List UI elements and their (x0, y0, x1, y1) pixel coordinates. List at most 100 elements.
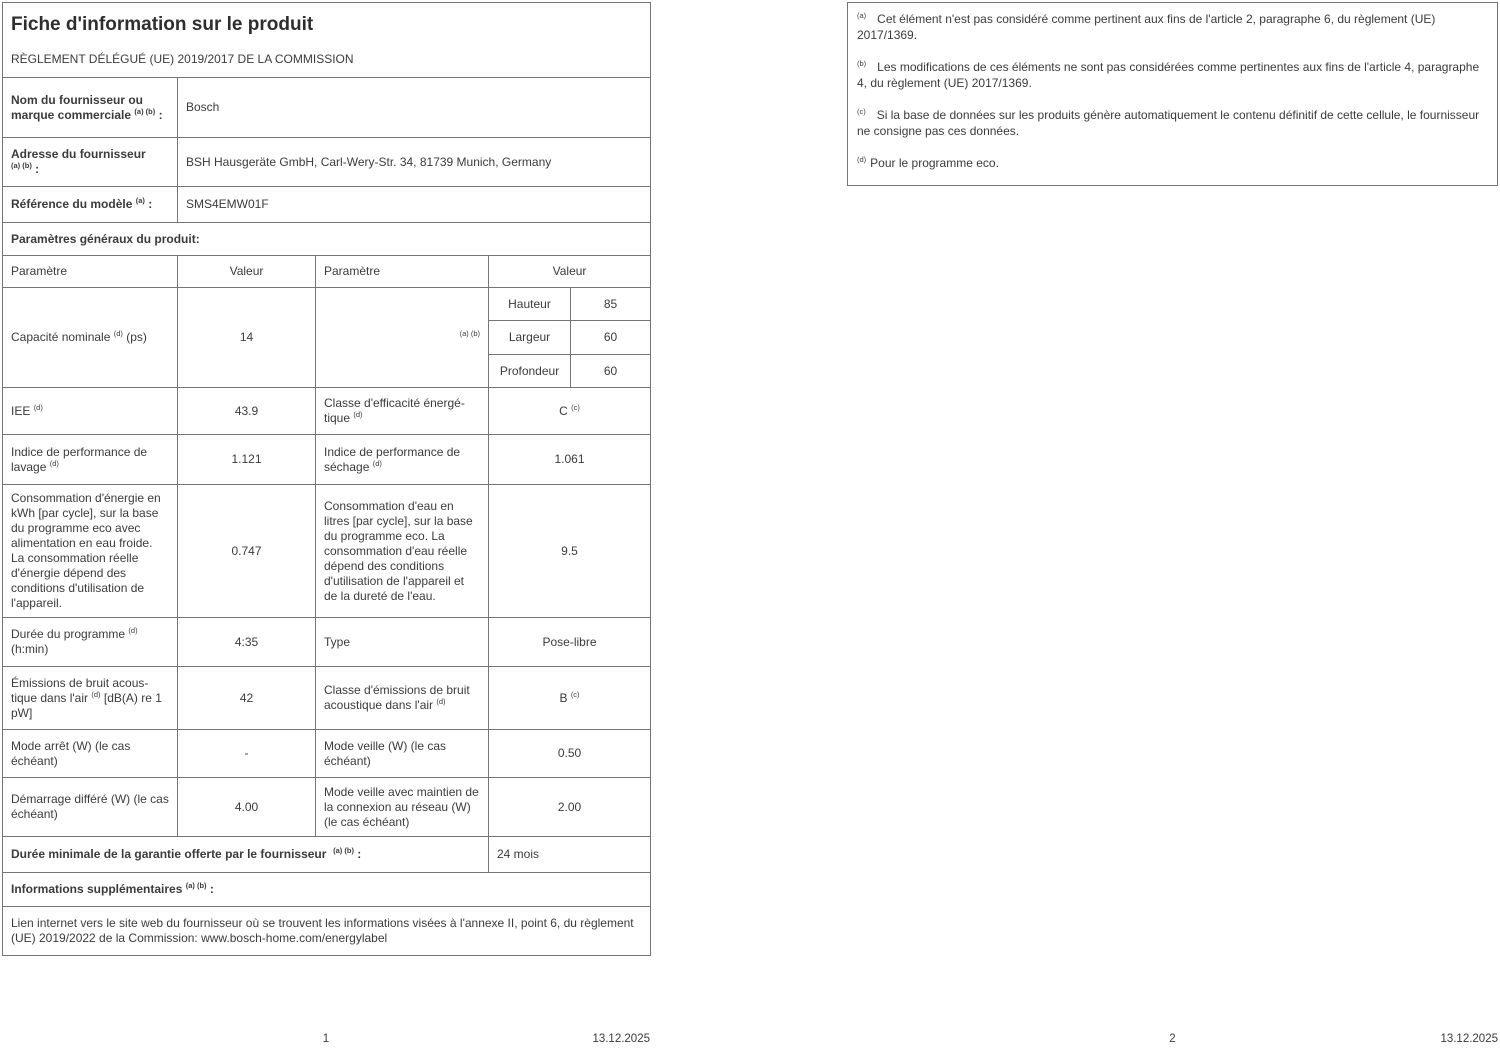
dimensions-footnote-sup: (a) (b) (459, 329, 480, 338)
energy-class-label: Classe d'efficacité énergé­tique (d) (315, 387, 489, 435)
model-row: Référence du modèle (a) : SMS4EMW01F (2, 186, 652, 223)
noise-class-label: Classe d'émissions de bruit acoustique d… (315, 666, 489, 730)
page-2-number: 2 (1169, 1033, 1176, 1045)
address-label: Adresse du fournisseur (a) (b) : (2, 137, 178, 187)
iee-footnote-sup: (d) (33, 402, 43, 412)
standby-mode-label: Mode veille (W) (le cas échéant) (315, 729, 489, 778)
footnote-a-marker: (a) (857, 11, 867, 20)
energy-consumption-label: Consommation d'énergie en kWh [par cycle… (2, 484, 178, 618)
dimension-width-value: 60 (569, 320, 652, 355)
footnote-d-marker: (d) (857, 155, 867, 164)
dimension-depth-row: Profondeur 60 (3, 354, 652, 388)
delay-start-row: Démarrage différé (W) (le cas échéant) 4… (2, 777, 652, 837)
cleaning-index-value: 1.121 (177, 434, 316, 485)
footnote-a-text: Cet élément n'est pas considéré comme pe… (857, 12, 1436, 42)
supplier-row: Nom du fournisseur ou marque commerciale… (2, 77, 652, 138)
address-value: BSH Hausgeräte GmbH, Carl-Wery-Str. 34, … (176, 137, 652, 187)
address-footnote-sup: (a) (b) (11, 161, 32, 170)
water-consumption-value: 9.5 (487, 484, 652, 618)
title-cell: Fiche d'information sur le produit RÈGLE… (1, 2, 652, 78)
duration-row: Durée du programme (d) (h:min) 4:35 Type… (2, 617, 652, 667)
dimensions-cell: (a) (b) (315, 287, 489, 388)
noise-class-value-sup: (c) (570, 689, 580, 699)
model-footnote-sup: (a) (135, 196, 145, 205)
page-2-footer: 2 13.12.2025 (847, 1033, 1498, 1049)
noise-emissions-label: Émissions de bruit acous­tique dans l'ai… (2, 666, 178, 730)
energy-class-value-sup: (c) (571, 402, 580, 412)
noise-class-footnote-sup: (d) (436, 697, 446, 706)
iee-value: 43.9 (177, 387, 316, 435)
col-header-parameter-2: Paramètre (315, 255, 489, 288)
type-value: Pose-libre (487, 617, 652, 667)
footnote-c-text: Si la base de données sur les produits g… (857, 108, 1480, 138)
page-2: (a) Cet élément n'est pas considéré comme… (847, 2, 1498, 186)
water-consumption-label: Consommation d'eau en litres [par cycle]… (315, 484, 489, 618)
networked-standby-value: 2.00 (487, 777, 652, 837)
address-row: Adresse du fournisseur (a) (b) : BSH Hau… (2, 137, 652, 187)
type-label: Type (315, 617, 489, 667)
dimension-width-row: Largeur 60 (3, 320, 652, 355)
page-title: Fiche d'information sur le produit (11, 14, 314, 36)
supplier-value: Bosch (176, 77, 652, 138)
footnote-b-marker: (b) (857, 59, 867, 68)
programme-duration-value: 4:35 (177, 617, 316, 667)
warranty-footnote-sup: (a) (b) (333, 846, 354, 855)
page-1: Fiche d'information sur le produit RÈGLE… (1, 2, 652, 956)
page-1-date: 13.12.2025 (592, 1033, 650, 1045)
programme-duration-footnote-sup: (d) (128, 626, 138, 635)
drying-index-footnote-sup: (d) (372, 458, 382, 468)
footnote-c-marker: (c) (857, 107, 866, 116)
delay-start-value: 4.00 (177, 777, 316, 837)
title-row: Fiche d'information sur le produit RÈGLE… (1, 2, 652, 78)
dimension-width-label: Largeur (488, 320, 571, 355)
energy-class-footnote-sup: (d) (353, 410, 363, 419)
cleaning-index-footnote-sup: (d) (49, 458, 59, 468)
cleaning-index-label: Indice de performance de lavage (d) (2, 434, 178, 485)
dimension-depth-value: 60 (569, 354, 652, 388)
drying-index-label: Indice de performance de séchage (d) (315, 434, 489, 485)
footnote-d-text: Pour le programme eco. (870, 156, 999, 170)
model-value: SMS4EMW01F (176, 186, 652, 223)
website-link-text: Lien internet vers le site web du fourni… (1, 906, 652, 956)
energy-class-value: C (c) (487, 387, 652, 435)
capacity-value: 14 (177, 287, 316, 388)
capacity-footnote-sup: (d) (113, 329, 123, 338)
supplier-label: Nom du fournisseur ou marque commerciale… (2, 77, 178, 138)
energy-consumption-value: 0.747 (177, 484, 316, 618)
warranty-row: Durée minimale de la garantie offerte pa… (2, 836, 652, 873)
noise-class-value: B (c) (487, 666, 652, 730)
noise-emissions-value: 42 (177, 666, 316, 730)
footnote-b: (b) Les modifications de ces éléments ne … (857, 59, 1487, 91)
capacity-row: Capacité nominale (d) (ps) 14 (a) (b) Ha… (2, 287, 652, 388)
networked-standby-label: Mode veille avec maintien de la connexio… (315, 777, 489, 837)
col-header-parameter-1: Paramètre (2, 255, 178, 288)
dimension-height-label: Hauteur (488, 287, 571, 321)
off-mode-value: - (177, 729, 316, 778)
noise-emissions-footnote-sup: (d) (91, 689, 101, 699)
page-2-date: 13.12.2025 (1440, 1033, 1498, 1045)
website-link-row: Lien internet vers le site web du fourni… (1, 906, 652, 956)
standby-mode-value: 0.50 (487, 729, 652, 778)
additional-info-footnote-sup: (a) (b) (185, 881, 207, 890)
footnote-c: (c) Si la base de données sur les produit… (857, 107, 1487, 139)
additional-info-label: Informations supplémentaires (a) (b) : (1, 872, 652, 907)
page-1-footer: 1 13.12.2025 (2, 1033, 650, 1049)
footnote-b-text: Les modifications de ces éléments ne son… (857, 60, 1480, 90)
footnote-a: (a) Cet élément n'est pas considéré comme… (857, 11, 1487, 43)
section-header-row: Paramètres généraux du produit: (1, 222, 652, 256)
model-label: Référence du modèle (a) : (2, 186, 178, 223)
performance-row: Indice de performance de lavage (d) 1.12… (2, 434, 652, 485)
warranty-label: Durée minimale de la garantie offerte pa… (2, 836, 489, 873)
off-mode-label: Mode arrêt (W) (le cas échéant) (2, 729, 178, 778)
section-header: Paramètres généraux du produit: (1, 222, 652, 256)
regulation-subtitle: RÈGLEMENT DÉLÉGUÉ (UE) 2019/2017 DE LA C… (11, 51, 354, 66)
iee-label: IEE (d) (2, 387, 178, 435)
drying-index-value: 1.061 (487, 434, 652, 485)
supplier-footnote-sup: (a) (b) (134, 106, 156, 116)
col-header-value-1: Valeur (177, 255, 316, 288)
off-mode-row: Mode arrêt (W) (le cas échéant) - Mode v… (2, 729, 652, 778)
iee-row: IEE (d) 43.9 Classe d'efficacité énergé­… (2, 387, 652, 435)
page-1-number: 1 (322, 1033, 330, 1045)
programme-duration-label: Durée du programme (d) (h:min) (2, 617, 178, 667)
column-header-row: Paramètre Valeur Paramètre Valeur (2, 255, 652, 288)
